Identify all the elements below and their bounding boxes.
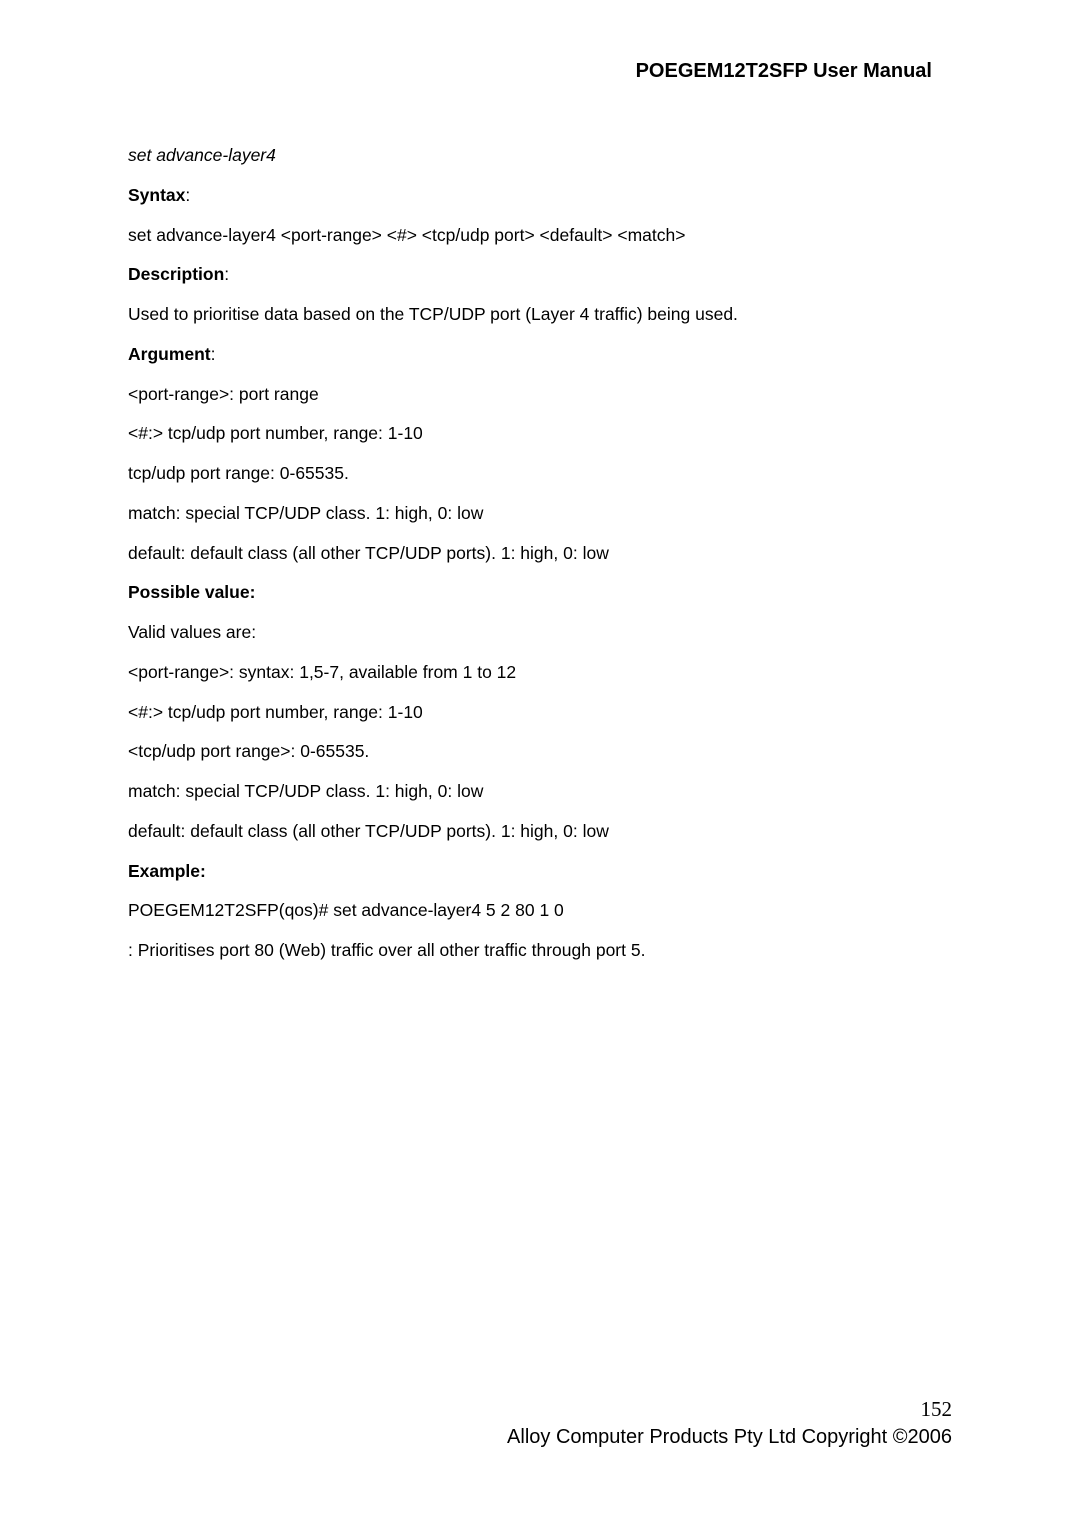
argument-line: Argument: xyxy=(128,340,952,370)
argument-text-0: <port-range>: port range xyxy=(128,380,952,410)
example-text-1: : Prioritises port 80 (Web) traffic over… xyxy=(128,936,952,966)
possible-value-text-5: default: default class (all other TCP/UD… xyxy=(128,817,952,847)
content-body: set advance-layer4 Syntax: set advance-l… xyxy=(128,141,952,966)
description-text: Used to prioritise data based on the TCP… xyxy=(128,300,952,330)
description-line: Description: xyxy=(128,260,952,290)
possible-value-text-3: <tcp/udp port range>: 0-65535. xyxy=(128,737,952,767)
page-header-title: POEGEM12T2SFP User Manual xyxy=(128,60,932,83)
page-footer: 152 Alloy Computer Products Pty Ltd Copy… xyxy=(507,1397,952,1449)
argument-text-2: tcp/udp port range: 0-65535. xyxy=(128,459,952,489)
syntax-line: Syntax: xyxy=(128,181,952,211)
possible-value-text-1: <port-range>: syntax: 1,5-7, available f… xyxy=(128,658,952,688)
possible-value-text-2: <#:> tcp/udp port number, range: 1-10 xyxy=(128,698,952,728)
argument-text-1: <#:> tcp/udp port number, range: 1-10 xyxy=(128,419,952,449)
syntax-text: set advance-layer4 <port-range> <#> <tcp… xyxy=(128,221,952,251)
possible-value-text-4: match: special TCP/UDP class. 1: high, 0… xyxy=(128,777,952,807)
possible-value-text-0: Valid values are: xyxy=(128,618,952,648)
argument-text-3: match: special TCP/UDP class. 1: high, 0… xyxy=(128,499,952,529)
argument-text-4: default: default class (all other TCP/UD… xyxy=(128,539,952,569)
possible-value-label: Possible value: xyxy=(128,578,952,608)
page: POEGEM12T2SFP User Manual set advance-la… xyxy=(0,0,1080,1527)
page-number: 152 xyxy=(507,1397,952,1422)
example-text-0: POEGEM12T2SFP(qos)# set advance-layer4 5… xyxy=(128,896,952,926)
command-name: set advance-layer4 xyxy=(128,141,952,171)
syntax-label: Syntax xyxy=(128,185,185,205)
copyright-text: Alloy Computer Products Pty Ltd Copyrigh… xyxy=(507,1426,952,1448)
example-label: Example: xyxy=(128,857,952,887)
argument-label: Argument xyxy=(128,344,211,364)
description-label: Description xyxy=(128,264,224,284)
